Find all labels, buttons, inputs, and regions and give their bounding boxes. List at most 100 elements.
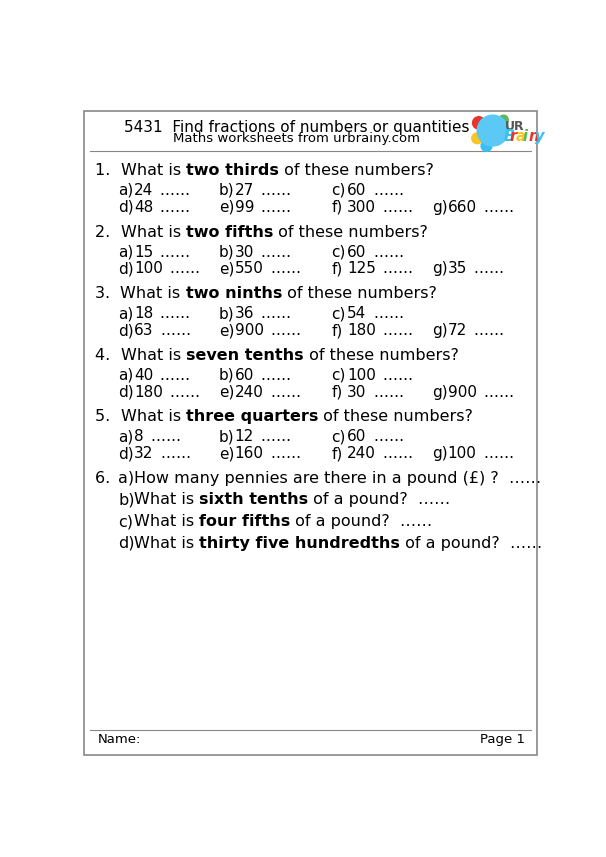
Text: 300: 300 — [347, 200, 376, 215]
Text: 240: 240 — [235, 385, 264, 399]
Text: ……: …… — [256, 368, 291, 383]
Text: ……: …… — [378, 323, 413, 338]
Text: ……: …… — [256, 244, 291, 260]
Text: ……: …… — [165, 385, 200, 399]
Text: ……: …… — [378, 368, 413, 383]
Text: of these numbers?: of these numbers? — [318, 410, 473, 424]
Circle shape — [499, 115, 508, 124]
Text: 36: 36 — [235, 306, 254, 321]
Text: ……: …… — [368, 183, 404, 198]
Text: Maths worksheets from urbrainy.com: Maths worksheets from urbrainy.com — [173, 132, 420, 145]
Text: 100: 100 — [134, 261, 163, 277]
Text: b): b) — [219, 244, 235, 260]
Text: ……: …… — [469, 323, 504, 338]
Text: c): c) — [331, 306, 346, 321]
Text: g): g) — [432, 200, 448, 215]
Text: ……: …… — [156, 200, 190, 215]
Text: ……: …… — [156, 306, 190, 321]
Text: 5.: 5. — [95, 410, 121, 424]
Text: ……: …… — [156, 183, 190, 198]
Text: Page 1: Page 1 — [480, 734, 525, 746]
Text: y: y — [534, 129, 544, 144]
Text: f): f) — [331, 261, 343, 277]
Text: c): c) — [331, 183, 346, 198]
Text: What is: What is — [121, 410, 186, 424]
Text: 2.: 2. — [95, 225, 121, 239]
Text: of a pound?  ……: of a pound? …… — [308, 493, 450, 507]
Text: n: n — [528, 129, 539, 144]
Text: 30: 30 — [347, 385, 367, 399]
Text: b): b) — [219, 429, 235, 444]
Text: ……: …… — [256, 429, 291, 444]
Text: 63: 63 — [134, 323, 153, 338]
Text: 1.: 1. — [95, 163, 121, 178]
Text: of these numbers?: of these numbers? — [273, 225, 428, 239]
Text: What is: What is — [121, 286, 186, 301]
Text: ……: …… — [256, 306, 291, 321]
Text: ……: …… — [156, 446, 191, 461]
Text: two ninths: two ninths — [186, 286, 282, 301]
Text: a): a) — [118, 244, 134, 260]
Text: g): g) — [432, 446, 448, 461]
Text: two fifths: two fifths — [186, 225, 273, 239]
Text: ……: …… — [479, 446, 514, 461]
Text: What is: What is — [134, 536, 199, 550]
Text: 160: 160 — [235, 446, 264, 461]
Text: four fifths: four fifths — [199, 514, 290, 529]
Text: 40: 40 — [134, 368, 153, 383]
Text: e): e) — [219, 446, 235, 461]
Text: 900: 900 — [448, 385, 477, 399]
Text: d): d) — [118, 536, 135, 550]
Text: 180: 180 — [347, 323, 376, 338]
Text: 125: 125 — [347, 261, 376, 277]
Text: 15: 15 — [134, 244, 153, 260]
Text: c): c) — [331, 429, 346, 444]
Text: f): f) — [331, 446, 343, 461]
Text: thirty five hundredths: thirty five hundredths — [199, 536, 400, 550]
Text: Name:: Name: — [98, 734, 141, 746]
Text: three quarters: three quarters — [186, 410, 318, 424]
Text: e): e) — [219, 261, 235, 277]
Circle shape — [477, 115, 508, 146]
Text: 60: 60 — [235, 368, 254, 383]
Text: of these numbers?: of these numbers? — [304, 348, 458, 363]
Text: ……: …… — [378, 261, 413, 277]
Text: 6.: 6. — [95, 470, 121, 486]
Text: ……: …… — [165, 261, 200, 277]
Text: 900: 900 — [235, 323, 264, 338]
Text: a): a) — [118, 470, 135, 486]
Text: What is: What is — [134, 514, 199, 529]
Text: ……: …… — [256, 183, 291, 198]
Text: f): f) — [331, 385, 343, 399]
Text: d): d) — [118, 200, 134, 215]
Text: ……: …… — [378, 200, 413, 215]
Text: of these numbers?: of these numbers? — [282, 286, 437, 301]
Text: g): g) — [432, 261, 448, 277]
Text: UR: UR — [505, 120, 525, 133]
Circle shape — [472, 133, 482, 144]
Text: d): d) — [118, 385, 134, 399]
Text: What is: What is — [134, 493, 199, 507]
Text: 8: 8 — [134, 429, 144, 444]
Text: ……: …… — [378, 446, 413, 461]
Text: ……: …… — [470, 261, 505, 277]
Text: 60: 60 — [347, 429, 367, 444]
Text: What is: What is — [121, 348, 186, 363]
Text: 72: 72 — [448, 323, 467, 338]
Text: 27: 27 — [235, 183, 254, 198]
Text: 4.: 4. — [95, 348, 121, 363]
Text: c): c) — [331, 368, 346, 383]
Text: ……: …… — [266, 323, 301, 338]
Text: a): a) — [118, 183, 134, 198]
FancyBboxPatch shape — [84, 111, 537, 755]
Text: c): c) — [331, 244, 346, 260]
Text: 100: 100 — [347, 368, 376, 383]
Circle shape — [473, 117, 485, 129]
Text: 12: 12 — [235, 429, 254, 444]
Text: 180: 180 — [134, 385, 163, 399]
Text: r: r — [510, 129, 517, 144]
Text: What is: What is — [121, 225, 186, 239]
Text: e): e) — [219, 200, 235, 215]
Text: e): e) — [219, 323, 235, 338]
Text: 32: 32 — [134, 446, 153, 461]
